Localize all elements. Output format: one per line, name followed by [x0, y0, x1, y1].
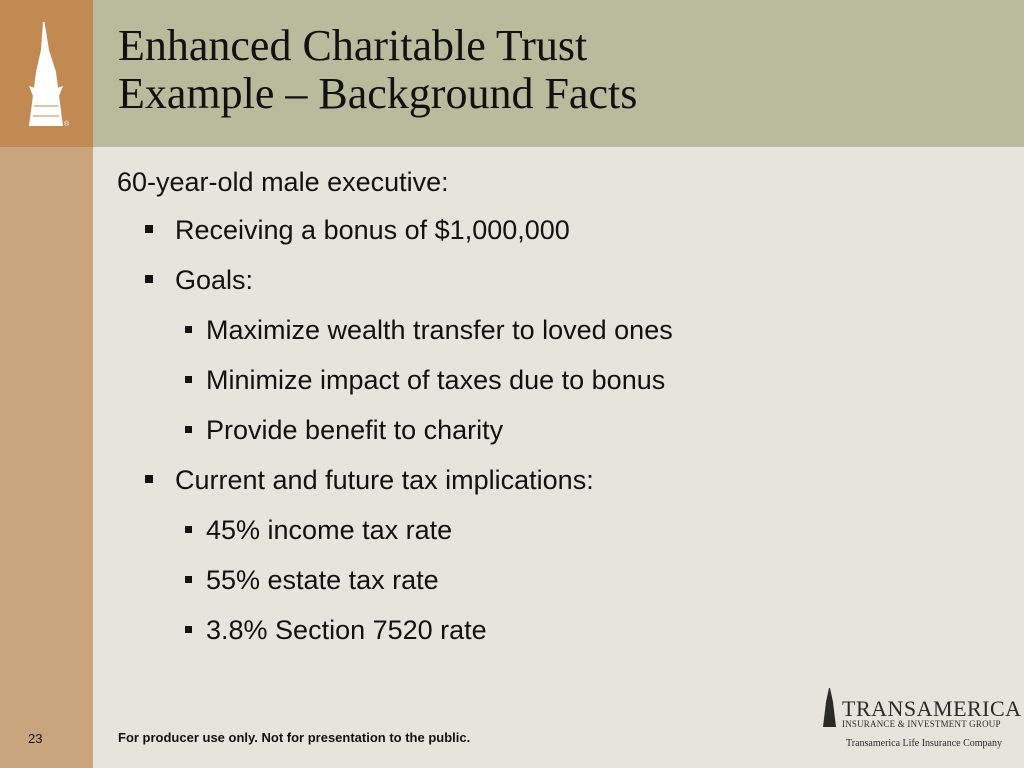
- title-bar: [93, 0, 1024, 147]
- list-item: Current and future tax implications:: [117, 463, 997, 497]
- square-bullet-icon: [185, 526, 192, 533]
- registered-mark: ®: [64, 120, 70, 128]
- list-item-text: Receiving a bonus of $1,000,000: [175, 215, 570, 245]
- square-bullet-icon: [185, 426, 192, 433]
- title-line-2: Example – Background Facts: [118, 69, 638, 118]
- brand-tagline: INSURANCE & INVESTMENT GROUP: [842, 719, 1001, 729]
- list-item-text: Minimize impact of taxes due to bonus: [206, 365, 666, 395]
- transamerica-logo: TRANSAMERICA INSURANCE & INVESTMENT GROU…: [822, 688, 1021, 750]
- square-bullet-icon: [185, 576, 192, 583]
- list-item-text: Provide benefit to charity: [206, 415, 504, 445]
- square-bullet-icon: [145, 475, 153, 483]
- list-item: Maximize wealth transfer to loved ones: [117, 313, 997, 347]
- list-item: Provide benefit to charity: [117, 413, 997, 447]
- list-item: 3.8% Section 7520 rate: [117, 613, 997, 647]
- list-item-text: Current and future tax implications:: [175, 465, 594, 495]
- square-bullet-icon: [145, 275, 153, 283]
- list-item: 45% income tax rate: [117, 513, 997, 547]
- sidebar-logo-panel: ®: [0, 0, 93, 147]
- sidebar-bottom-panel: [0, 147, 93, 768]
- list-item: Receiving a bonus of $1,000,000: [117, 213, 997, 247]
- list-item-text: Maximize wealth transfer to loved ones: [206, 315, 673, 345]
- page-number: 23: [28, 731, 43, 746]
- brand-company: Transamerica Life Insurance Company: [846, 738, 1002, 749]
- list-item-text: 45% income tax rate: [206, 515, 453, 545]
- list-item: Minimize impact of taxes due to bonus: [117, 363, 997, 397]
- title-line-1: Enhanced Charitable Trust: [118, 21, 588, 70]
- list-item-text: 3.8% Section 7520 rate: [206, 615, 487, 645]
- square-bullet-icon: [185, 376, 192, 383]
- list-item: Goals:: [117, 263, 997, 297]
- slide-title: Enhanced Charitable Trust Example – Back…: [118, 22, 637, 118]
- brand-name: TRANSAMERICA: [842, 696, 1022, 721]
- list-item: 55% estate tax rate: [117, 563, 997, 597]
- square-bullet-icon: [185, 626, 192, 633]
- pyramid-tower-icon: [823, 688, 836, 727]
- square-bullet-icon: [145, 225, 153, 233]
- pyramid-tower-icon: ®: [29, 22, 70, 128]
- footer-disclaimer: For producer use only. Not for presentat…: [118, 730, 471, 745]
- square-bullet-icon: [185, 326, 192, 333]
- slide-body: 60-year-old male executive: Receiving a …: [117, 165, 997, 663]
- intro-text: 60-year-old male executive:: [117, 167, 449, 197]
- list-item-text: 55% estate tax rate: [206, 565, 439, 595]
- list-item-text: Goals:: [175, 265, 254, 295]
